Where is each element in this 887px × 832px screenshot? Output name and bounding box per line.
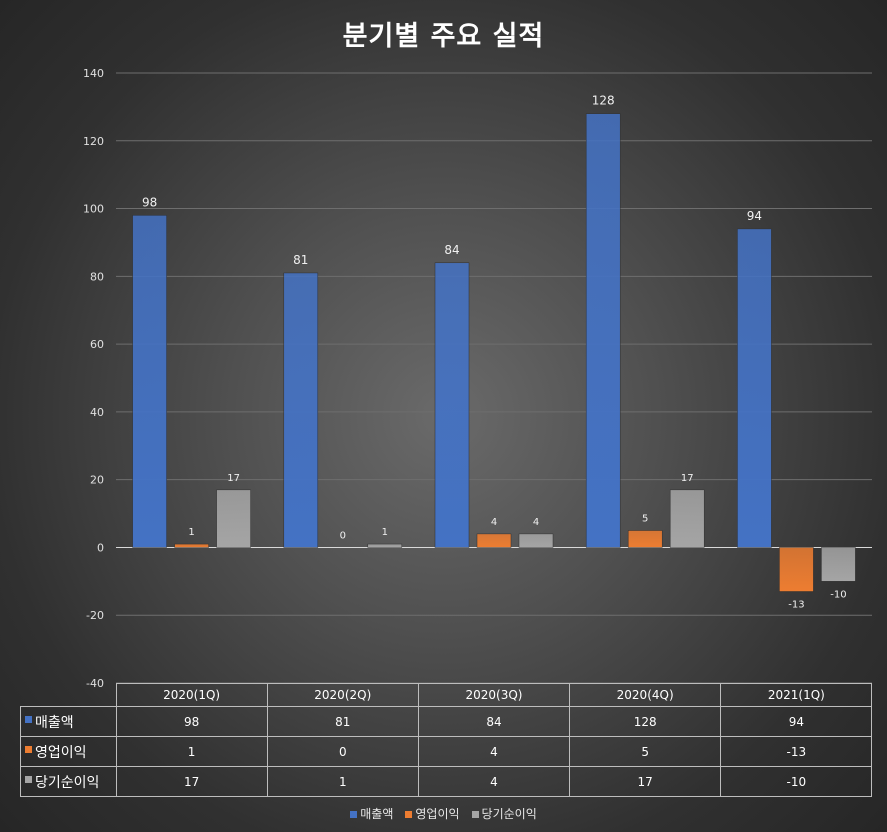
y-tick-label: 140 <box>83 67 104 80</box>
bar-3-4 <box>669 489 705 548</box>
y-tick-label: 80 <box>90 270 104 283</box>
table-cell: 1 <box>115 736 268 767</box>
data-label: 84 <box>444 243 459 257</box>
bar-2-5 <box>779 547 814 592</box>
table-category-header: 2020(3Q) <box>417 683 571 707</box>
table-cell: -13 <box>720 736 873 767</box>
legend-label: 당기순이익 <box>481 807 537 821</box>
table-category-header: 2020(2Q) <box>266 683 419 707</box>
table-cell: 0 <box>266 736 419 767</box>
y-tick-label: 100 <box>83 203 104 216</box>
table-cell: 5 <box>569 736 722 767</box>
y-tick-label: 120 <box>83 135 104 148</box>
table-cell: 4 <box>417 766 571 797</box>
y-tick-label: -20 <box>86 609 104 622</box>
bar-2-4 <box>627 530 663 548</box>
bar-3-1 <box>216 489 251 548</box>
table-category-header: 2021(1Q) <box>720 683 873 707</box>
legend-swatch <box>405 811 413 818</box>
series-name: 영업이익 <box>35 744 87 761</box>
table-cell: 128 <box>569 706 722 737</box>
table-cell: 98 <box>115 706 268 737</box>
table-body: 매출액 98 81 84 128 94 영업이익 1 0 4 5 -13 당기순이익 17 1 4 17 -10 <box>20 706 873 797</box>
series-swatch <box>25 775 32 783</box>
table-cell: 84 <box>417 706 571 737</box>
bar-2-3 <box>476 533 512 548</box>
data-label: 94 <box>747 209 762 223</box>
table-row: 당기순이익 17 1 4 17 -10 <box>20 766 873 797</box>
chart-title: 분기별 주요 실적 <box>342 21 545 52</box>
data-label: -13 <box>788 600 804 611</box>
legend-item: 영업이익 <box>405 805 460 822</box>
table-cell: 1 <box>266 766 419 797</box>
bar-1-3 <box>434 262 470 548</box>
bar-1-2 <box>283 272 319 548</box>
data-label: 0 <box>340 530 346 541</box>
table-series-label: 매출액 <box>20 706 117 737</box>
bar-1-5 <box>737 228 772 548</box>
table-category-header: 2020(1Q) <box>115 683 268 707</box>
data-label: 81 <box>293 253 308 267</box>
legend-item: 당기순이익 <box>471 805 537 822</box>
bar-1-4 <box>585 113 621 548</box>
legend-item: 매출액 <box>350 805 393 822</box>
y-tick-label: 40 <box>90 406 104 419</box>
table-cell: 4 <box>417 736 571 767</box>
series-name: 당기순이익 <box>35 774 100 791</box>
series-swatch <box>25 745 32 753</box>
legend-label: 매출액 <box>360 807 394 821</box>
data-label: 17 <box>681 473 694 484</box>
table-row: 영업이익 1 0 4 5 -13 <box>20 736 873 767</box>
bar-3-5 <box>821 547 856 582</box>
data-label: 128 <box>592 94 615 108</box>
bar-1-1 <box>132 215 167 548</box>
series-swatch <box>25 715 32 723</box>
legend-swatch <box>471 811 479 818</box>
legend-swatch <box>350 811 358 818</box>
table-row: 매출액 98 81 84 128 94 <box>20 706 873 737</box>
series-name: 매출액 <box>35 714 74 731</box>
data-label: 5 <box>642 514 648 525</box>
table-series-label: 당기순이익 <box>20 766 117 797</box>
bar-3-3 <box>518 533 554 548</box>
data-table: 2020(1Q) 2020(2Q) 2020(3Q) 2020(4Q) 2021(1Q)… <box>20 683 873 797</box>
data-label: -10 <box>830 589 846 600</box>
legend: 매출액 영업이익 당기순이익 <box>0 805 887 822</box>
bar-3-2 <box>367 543 403 548</box>
table-cell: 17 <box>115 766 268 797</box>
table-corner <box>20 683 117 707</box>
legend-label: 영업이익 <box>415 807 460 821</box>
data-label: 1 <box>188 527 194 538</box>
table-cell: -10 <box>720 766 873 797</box>
table-category-header: 2020(4Q) <box>569 683 722 707</box>
data-label: 98 <box>142 195 157 209</box>
data-label: 4 <box>533 517 539 528</box>
y-tick-label: 0 <box>97 541 104 554</box>
y-tick-label: 20 <box>90 474 104 487</box>
table-cell: 94 <box>720 706 873 737</box>
data-label: 4 <box>491 517 497 528</box>
bar-2-1 <box>174 543 209 548</box>
data-label: 17 <box>227 473 240 484</box>
y-tick-label: 60 <box>90 338 104 351</box>
table-cell: 17 <box>569 766 722 797</box>
table-cell: 81 <box>266 706 419 737</box>
table-series-label: 영업이익 <box>20 736 117 767</box>
data-label: 1 <box>382 527 388 538</box>
table-header-row: 2020(1Q) 2020(2Q) 2020(3Q) 2020(4Q) 2021(1Q) <box>20 683 873 707</box>
